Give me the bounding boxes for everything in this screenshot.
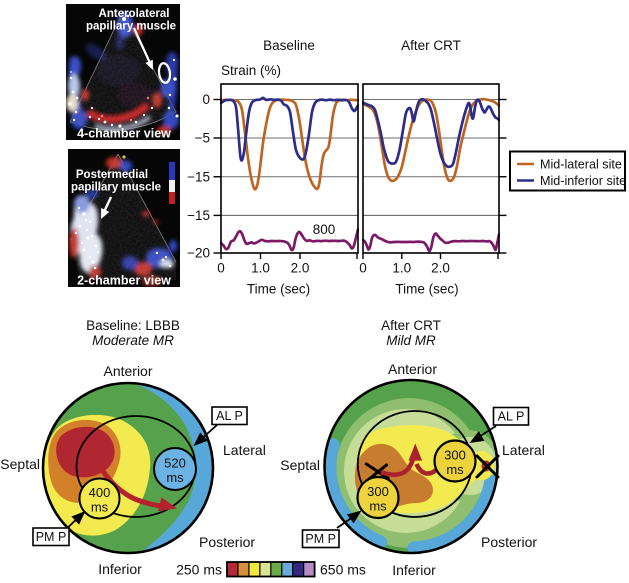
svg-text:ms: ms	[166, 470, 184, 485]
svg-text:Mid-inferior site: Mid-inferior site	[540, 174, 626, 188]
svg-text:Strain (%): Strain (%)	[221, 63, 281, 78]
svg-text:PM P: PM P	[305, 532, 336, 546]
svg-text:−15: −15	[187, 170, 210, 185]
svg-text:2.0: 2.0	[431, 261, 450, 276]
svg-text:PM P: PM P	[36, 530, 67, 544]
svg-text:Time (sec): Time (sec)	[247, 282, 310, 297]
svg-text:papillary muscle: papillary muscle	[71, 182, 161, 194]
svg-text:ms: ms	[91, 500, 109, 515]
svg-text:Baseline: Baseline	[263, 38, 315, 53]
svg-text:ms: ms	[369, 499, 387, 514]
svg-text:400: 400	[89, 485, 111, 500]
svg-text:After CRT: After CRT	[381, 318, 441, 333]
svg-text:After CRT: After CRT	[401, 38, 461, 53]
svg-text:1.0: 1.0	[392, 261, 411, 276]
svg-text:300: 300	[444, 448, 466, 463]
svg-text:papillary muscle: papillary muscle	[86, 21, 176, 33]
svg-text:−15: −15	[187, 208, 210, 223]
svg-text:2.0: 2.0	[291, 261, 310, 276]
svg-text:520: 520	[164, 456, 186, 471]
svg-text:4-chamber view: 4-chamber view	[77, 127, 171, 141]
svg-text:Mid-lateral site: Mid-lateral site	[540, 158, 622, 172]
svg-text:−5: −5	[195, 131, 210, 146]
svg-text:Postermedial: Postermedial	[76, 169, 148, 181]
svg-text:800: 800	[313, 222, 336, 237]
svg-text:Anterior: Anterior	[103, 363, 152, 379]
svg-text:0: 0	[217, 261, 225, 276]
svg-text:Inferior: Inferior	[392, 562, 436, 578]
svg-text:0: 0	[202, 92, 210, 107]
svg-text:300: 300	[367, 484, 389, 499]
svg-text:Posterior: Posterior	[481, 534, 537, 550]
svg-text:2-chamber view: 2-chamber view	[77, 274, 171, 288]
svg-text:Baseline: LBBB: Baseline: LBBB	[86, 318, 180, 333]
svg-text:Septal: Septal	[280, 457, 320, 473]
svg-text:AL P: AL P	[498, 410, 525, 424]
svg-text:Anterior: Anterior	[388, 361, 437, 377]
svg-text:AL P: AL P	[216, 409, 243, 423]
svg-text:250 ms: 250 ms	[176, 562, 222, 578]
svg-text:Septal: Septal	[0, 456, 40, 472]
svg-text:Inferior: Inferior	[98, 561, 142, 577]
svg-text:Posterior: Posterior	[199, 534, 255, 550]
svg-text:ms: ms	[446, 462, 464, 477]
svg-text:1.0: 1.0	[251, 261, 270, 276]
svg-text:Anterolateral: Anterolateral	[99, 8, 170, 20]
svg-text:0: 0	[359, 261, 367, 276]
svg-text:Lateral: Lateral	[502, 442, 545, 458]
svg-text:Lateral: Lateral	[223, 442, 266, 458]
svg-text:Moderate MR: Moderate MR	[92, 333, 174, 348]
svg-text:−20: −20	[187, 246, 210, 261]
svg-text:Mild MR: Mild MR	[386, 333, 436, 348]
svg-text:Time (sec): Time (sec)	[395, 282, 458, 297]
svg-text:650 ms: 650 ms	[320, 562, 366, 578]
